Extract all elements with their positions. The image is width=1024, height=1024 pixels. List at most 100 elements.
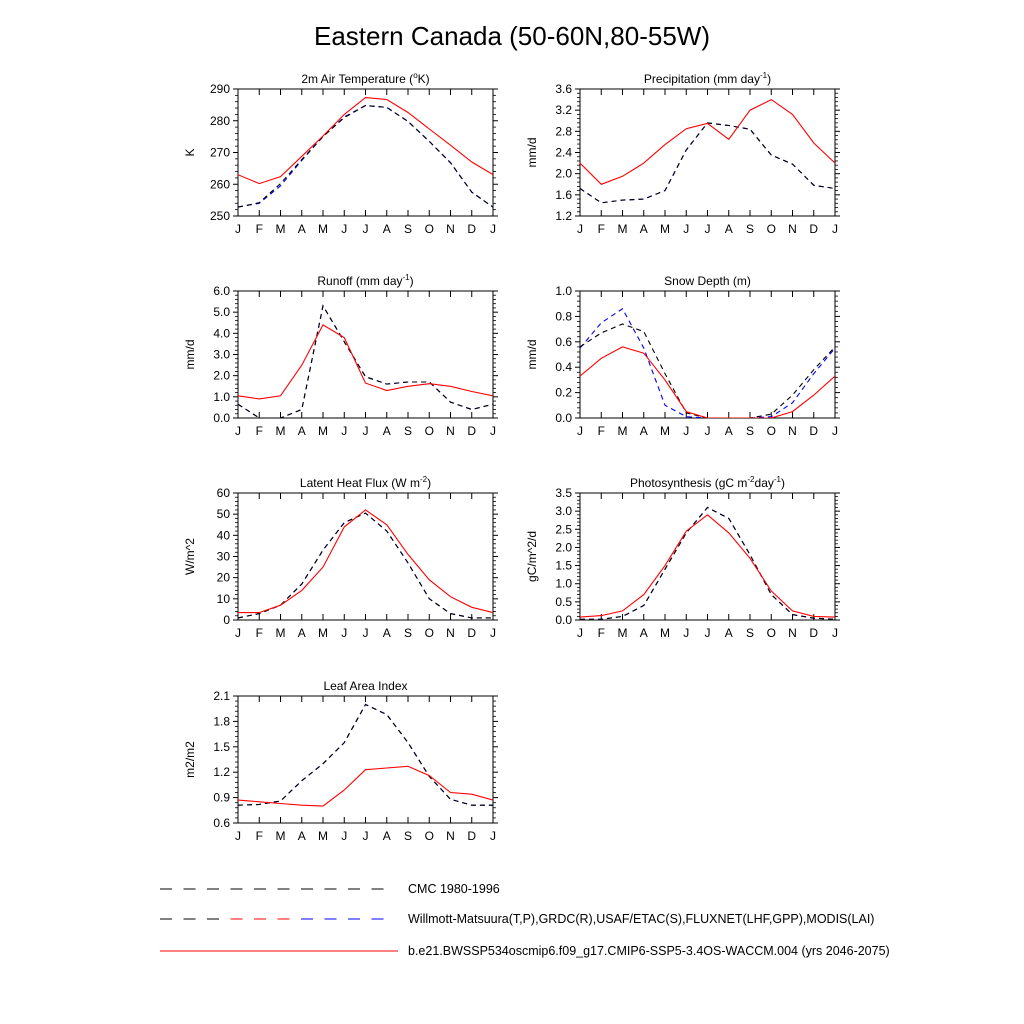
panel-title-main: Leaf Area Index [323, 679, 407, 693]
panel-1: 2m Air Temperature (oK)J F M A M J J A S O N D J2502… [183, 71, 498, 236]
series-line-black [238, 512, 493, 619]
panel-title-unit-post: ) [767, 72, 771, 86]
x-tick-label: A [640, 222, 648, 236]
x-tick-label: M [276, 222, 286, 236]
y-tick-label: 280 [210, 114, 230, 128]
panel-title: 2m Air Temperature (oK) [301, 71, 429, 86]
x-tick-label: J [577, 424, 583, 438]
x-tick-label: J [577, 626, 583, 640]
x-tick-label: F [598, 424, 605, 438]
x-tick-label: M [276, 424, 286, 438]
series-line-blue [238, 512, 493, 619]
series-line-red [580, 346, 835, 418]
x-tick-label: J [832, 222, 838, 236]
panel-title-main: Snow Depth [664, 274, 729, 288]
x-tick-label: M [618, 222, 628, 236]
x-tick-label: S [746, 222, 754, 236]
plot-frame [579, 88, 836, 217]
y-tick-label: 3.6 [555, 82, 572, 96]
y-tick-label: 6.0 [213, 284, 230, 298]
x-tick-label: M [318, 829, 328, 843]
x-tick-label: A [640, 424, 648, 438]
x-tick-label: A [383, 829, 391, 843]
y-tick-label: 290 [210, 82, 230, 96]
panels: 2m Air Temperature (oK)J F M A M J J A S O N D J2502… [183, 71, 840, 843]
series-line-black [238, 304, 493, 418]
y-tick-label: 3.0 [555, 504, 572, 518]
y-tick-label: 1.8 [213, 714, 230, 728]
series-line-black [580, 323, 835, 418]
panel-title-unit: ( [406, 72, 413, 86]
y-tick-label: 260 [210, 177, 230, 191]
panel-title: Snow Depth (m) [664, 274, 751, 288]
y-tick-label: 1.2 [213, 765, 230, 779]
y-tick-label: 0 [223, 613, 230, 627]
y-tick-label: 50 [217, 507, 231, 521]
legend-label: Willmott-Matsuura(T,P),GRDC(R),USAF/ETAC… [408, 912, 874, 926]
y-tick-label: 0.6 [555, 335, 572, 349]
x-tick-label: J [683, 424, 689, 438]
series-line-blue [580, 122, 835, 204]
x-tick-label: J [363, 626, 369, 640]
panel-title-main: Precipitation [644, 72, 710, 86]
legend-item-2: Willmott-Matsuura(T,P),GRDC(R),USAF/ETAC… [160, 912, 874, 926]
x-tick-label: D [809, 424, 818, 438]
y-tick-label: 0.0 [555, 613, 572, 627]
y-axis-label: gC/m^2/d [525, 531, 539, 582]
series-line-black [580, 506, 835, 620]
series-line-black [238, 104, 493, 208]
y-axis-label: W/m^2 [183, 538, 197, 575]
x-tick-label: J [235, 829, 241, 843]
panel-title-unit-sup: -2 [420, 475, 428, 484]
y-tick-label: 0.5 [555, 595, 572, 609]
x-tick-label: O [425, 424, 434, 438]
plot-frame [237, 695, 494, 824]
y-tick-label: 2.0 [213, 369, 230, 383]
panel-title: Precipitation (mm day-1) [644, 71, 771, 86]
y-tick-label: 2.1 [213, 689, 230, 703]
panel-title-unit-post: K) [418, 72, 430, 86]
x-tick-label: J [705, 222, 711, 236]
plot-frame [579, 290, 836, 419]
x-tick-label: A [298, 424, 306, 438]
series-line-red [238, 324, 493, 400]
panel-title-unit: (gC m [711, 476, 747, 490]
x-tick-label: J [235, 222, 241, 236]
x-tick-label: N [446, 626, 455, 640]
x-tick-label: S [746, 424, 754, 438]
x-tick-label: A [298, 626, 306, 640]
plot-frame [579, 492, 836, 621]
series-line-blue [238, 304, 493, 418]
x-tick-label: M [660, 424, 670, 438]
y-tick-label: 3.0 [213, 348, 230, 362]
y-tick-label: 0.8 [555, 309, 572, 323]
panel-title-unit: (m) [730, 274, 751, 288]
series-line-blue [580, 308, 835, 418]
x-tick-label: N [788, 626, 797, 640]
x-tick-label: N [788, 222, 797, 236]
legend-item-1: CMC 1980-1996 [160, 882, 500, 896]
x-tick-label: S [746, 626, 754, 640]
x-tick-label: D [467, 829, 476, 843]
y-tick-label: 1.2 [555, 209, 572, 223]
y-tick-label: 1.5 [213, 740, 230, 754]
x-tick-label: D [809, 222, 818, 236]
x-tick-label: J [683, 222, 689, 236]
y-tick-label: 60 [217, 486, 231, 500]
panel-title-unit-sup: -1 [774, 475, 782, 484]
legend-label: CMC 1980-1996 [408, 882, 500, 896]
y-axis-label: mm/d [525, 340, 539, 370]
x-tick-label: M [660, 626, 670, 640]
y-axis-label: m2/m2 [183, 741, 197, 778]
y-tick-label: 2.5 [555, 522, 572, 536]
y-tick-label: 5.0 [213, 305, 230, 319]
x-tick-label: J [363, 222, 369, 236]
panel-title-unit-sup: -1 [403, 273, 411, 282]
series-line-blue [238, 104, 493, 208]
panel-title: Latent Heat Flux (W m-2) [300, 475, 431, 490]
y-tick-label: 0.9 [213, 791, 230, 805]
panel-title-main: Photosynthesis [630, 476, 711, 490]
x-tick-label: S [404, 222, 412, 236]
panel-title: Runoff (mm day-1) [317, 273, 413, 288]
